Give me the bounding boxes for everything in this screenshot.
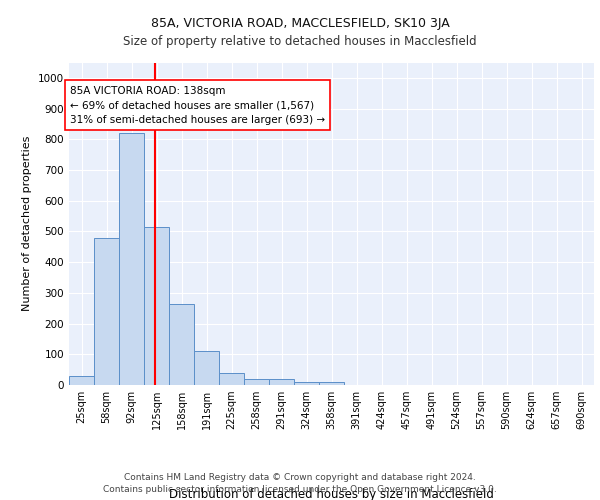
Bar (244, 379, 269, 385)
Bar (69, 376, 94, 385)
Text: Size of property relative to detached houses in Macclesfield: Size of property relative to detached ho… (123, 35, 477, 48)
Text: Contains HM Land Registry data © Crown copyright and database right 2024.
Contai: Contains HM Land Registry data © Crown c… (103, 472, 497, 494)
X-axis label: Distribution of detached houses by size in Macclesfield: Distribution of detached houses by size … (169, 488, 494, 500)
Bar (94, 238, 119, 385)
Bar (219, 372, 244, 385)
Y-axis label: Number of detached properties: Number of detached properties (22, 136, 32, 312)
Bar (119, 133, 144, 385)
Bar (144, 227, 169, 385)
Bar (169, 304, 194, 385)
Bar (194, 351, 219, 385)
Text: 85A, VICTORIA ROAD, MACCLESFIELD, SK10 3JA: 85A, VICTORIA ROAD, MACCLESFIELD, SK10 3… (151, 18, 449, 30)
Bar (269, 379, 294, 385)
Text: 85A VICTORIA ROAD: 138sqm
← 69% of detached houses are smaller (1,567)
31% of se: 85A VICTORIA ROAD: 138sqm ← 69% of detac… (70, 86, 325, 125)
Bar (319, 382, 344, 385)
Bar (294, 382, 319, 385)
